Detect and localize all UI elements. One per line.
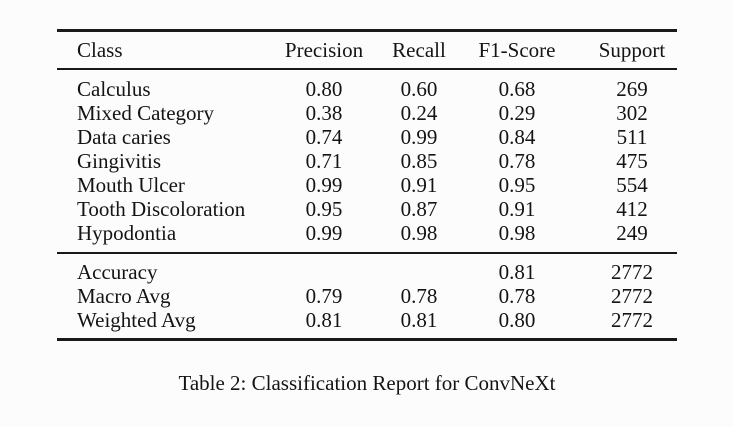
col-header-recall: Recall	[379, 29, 459, 70]
cell-class: Macro Avg	[77, 284, 171, 308]
cell-recall: 0.60	[400, 77, 438, 101]
summary-row: Accuracy 0.81 2772	[57, 253, 677, 284]
cell-class: Hypodontia	[57, 221, 269, 254]
cell-precision	[269, 253, 379, 284]
col-header-class: Class	[57, 29, 269, 70]
table-row: Tooth Discoloration 0.95 0.87 0.91 412	[57, 197, 677, 221]
table-header: Class Precision Recall F1-Score Support	[57, 29, 677, 70]
cell-f1-score: 0.81	[498, 260, 536, 284]
cell-f1-score: 0.29	[498, 101, 536, 125]
cell-support: 475	[616, 149, 648, 173]
col-header-support: Support	[575, 29, 677, 70]
cell-recall: 0.24	[400, 101, 438, 125]
cell-class: Calculus	[77, 77, 151, 101]
cell-precision: 0.71	[305, 149, 343, 173]
cell-f1-score: 0.91	[498, 197, 536, 221]
summary-row: Weighted Avg 0.81 0.81 0.80 2772	[57, 308, 677, 341]
cell-support: 249	[575, 221, 677, 254]
cell-precision: 0.95	[305, 197, 343, 221]
cell-class: Mouth Ulcer	[77, 173, 185, 197]
cell-support: 511	[616, 125, 648, 149]
summary-row: Macro Avg 0.79 0.78 0.78 2772	[57, 284, 677, 308]
cell-precision: 0.79	[305, 284, 343, 308]
cell-precision: 0.80	[305, 77, 343, 101]
cell-f1-score: 0.68	[498, 77, 536, 101]
cell-recall: 0.91	[400, 173, 438, 197]
classification-report-table: Class Precision Recall F1-Score Support …	[57, 29, 677, 341]
cell-class: Accuracy	[77, 260, 158, 284]
cell-support: 2772	[611, 260, 653, 284]
col-header-precision: Precision	[269, 29, 379, 70]
cell-support: 2772	[575, 308, 677, 341]
cell-class: Tooth Discoloration	[77, 197, 246, 221]
table-body-classes: Calculus 0.80 0.60 0.68 269 Mixed Catego…	[57, 69, 677, 254]
cell-recall: 0.87	[400, 197, 438, 221]
cell-precision: 0.99	[269, 221, 379, 254]
cell-f1-score: 0.84	[498, 125, 536, 149]
cell-f1-score: 0.78	[498, 284, 536, 308]
cell-support: 2772	[611, 284, 653, 308]
cell-support: 269	[616, 77, 648, 101]
table-row: Data caries 0.74 0.99 0.84 511	[57, 125, 677, 149]
cell-recall: 0.98	[379, 221, 459, 254]
cell-recall: 0.99	[400, 125, 438, 149]
cell-support: 554	[616, 173, 648, 197]
cell-precision: 0.38	[305, 101, 343, 125]
table-row: Mixed Category 0.38 0.24 0.29 302	[57, 101, 677, 125]
cell-f1-score: 0.78	[498, 149, 536, 173]
table-row: Mouth Ulcer 0.99 0.91 0.95 554	[57, 173, 677, 197]
cell-f1-score: 0.95	[498, 173, 536, 197]
cell-support: 412	[616, 197, 648, 221]
table-row: Calculus 0.80 0.60 0.68 269	[57, 69, 677, 101]
cell-recall	[379, 253, 459, 284]
cell-f1-score: 0.80	[459, 308, 575, 341]
table-row: Gingivitis 0.71 0.85 0.78 475	[57, 149, 677, 173]
cell-recall: 0.85	[400, 149, 438, 173]
cell-f1-score: 0.98	[459, 221, 575, 254]
cell-class: Gingivitis	[77, 149, 162, 173]
table-caption: Table 2: Classification Report for ConvN…	[178, 371, 556, 395]
cell-recall: 0.81	[379, 308, 459, 341]
cell-precision: 0.99	[305, 173, 343, 197]
table-row: Hypodontia 0.99 0.98 0.98 249	[57, 221, 677, 254]
cell-precision: 0.74	[305, 125, 343, 149]
cell-support: 302	[616, 101, 648, 125]
table-header-row: Class Precision Recall F1-Score Support	[57, 29, 677, 70]
col-header-f1-score: F1-Score	[459, 29, 575, 70]
classification-table-zone: Class Precision Recall F1-Score Support …	[57, 29, 677, 341]
cell-class: Data caries	[77, 125, 171, 149]
cell-class: Weighted Avg	[57, 308, 269, 341]
cell-class: Mixed Category	[77, 101, 215, 125]
cell-precision: 0.81	[269, 308, 379, 341]
cell-recall: 0.78	[400, 284, 438, 308]
table-body-summary: Accuracy 0.81 2772 Macro Avg 0.79 0.78 0…	[57, 253, 677, 341]
